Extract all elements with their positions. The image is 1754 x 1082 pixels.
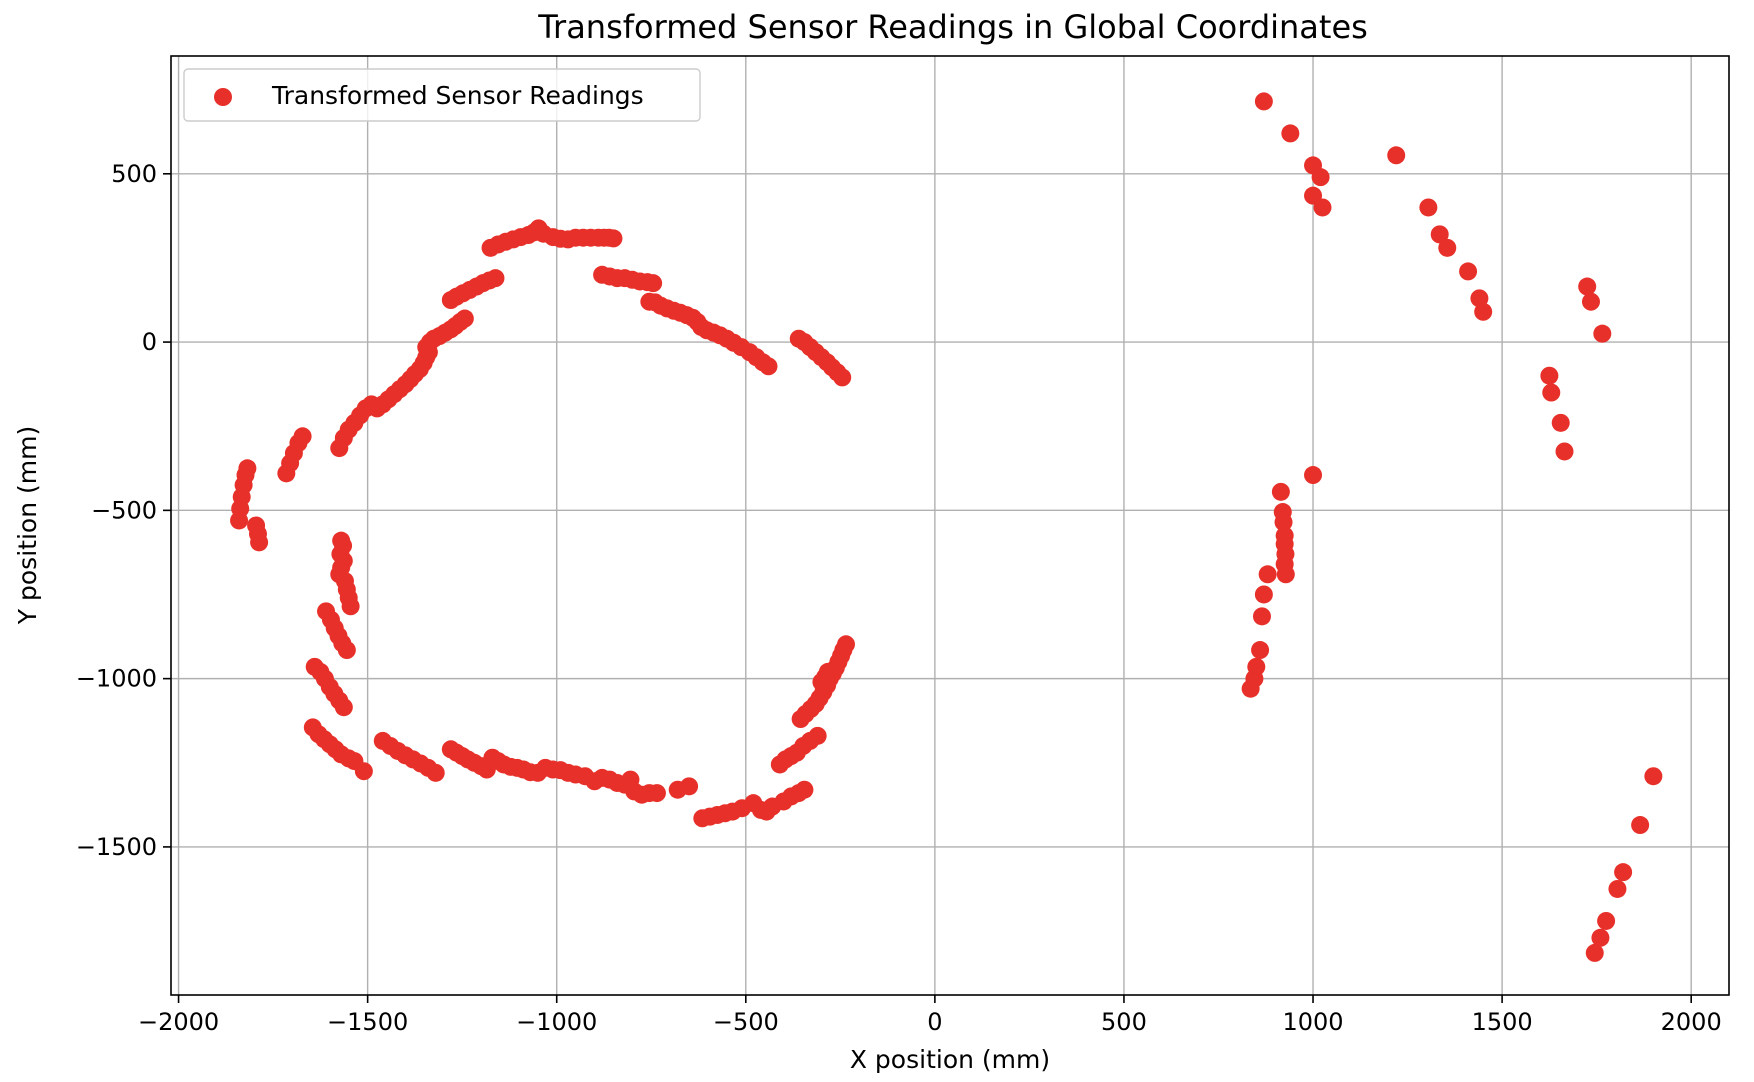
x-tick-label: −1000 — [516, 1008, 597, 1036]
data-point — [818, 662, 837, 681]
x-tick-label: 1000 — [1282, 1008, 1343, 1036]
legend-marker — [214, 88, 232, 106]
data-point — [250, 533, 269, 552]
data-point — [1313, 198, 1332, 217]
data-point — [1581, 292, 1600, 311]
data-point — [1578, 277, 1597, 296]
x-tick-label: 1500 — [1472, 1008, 1533, 1036]
data-point — [1258, 565, 1277, 584]
y-tick-label: −500 — [91, 496, 157, 524]
data-point — [337, 641, 356, 660]
data-point — [1241, 679, 1260, 698]
x-tick-label: −1500 — [327, 1008, 408, 1036]
plot-frame — [170, 55, 1730, 996]
data-point — [1252, 607, 1271, 626]
data-point — [1251, 641, 1270, 660]
data-point — [1555, 442, 1574, 461]
data-point — [455, 309, 474, 328]
x-gridlines — [177, 56, 1692, 995]
x-tick-label: −500 — [713, 1008, 779, 1036]
data-point — [795, 780, 814, 799]
data-point — [1585, 943, 1604, 962]
data-point — [334, 698, 353, 717]
y-tick-label: 500 — [111, 160, 157, 188]
data-point — [647, 784, 666, 803]
data-point — [1540, 366, 1559, 385]
x-tick-label: 0 — [927, 1008, 942, 1036]
x-tick-label: 500 — [1101, 1008, 1147, 1036]
y-tick-label: −1000 — [76, 665, 157, 693]
data-point — [293, 427, 312, 446]
data-point — [1276, 565, 1295, 584]
data-point — [1644, 767, 1663, 786]
data-point — [1311, 168, 1330, 187]
x-axis: −2000 −1500 −1000 −500 0 500 1000 1500 2000 — [138, 995, 1722, 1036]
data-point — [486, 269, 505, 288]
data-point — [1593, 324, 1612, 343]
data-point — [1271, 482, 1290, 501]
y-axis-label: Y position (mm) — [13, 426, 42, 625]
data-point — [1591, 928, 1610, 947]
data-point — [1304, 466, 1323, 485]
data-point — [604, 229, 623, 248]
data-point — [759, 357, 778, 376]
data-point — [1419, 198, 1438, 217]
data-point — [341, 597, 360, 616]
data-point — [1430, 225, 1449, 244]
data-point — [1551, 413, 1570, 432]
data-point — [426, 763, 445, 782]
data-point — [1274, 513, 1293, 532]
data-point — [1281, 124, 1300, 143]
data-point — [808, 726, 827, 745]
data-point — [1254, 585, 1273, 604]
data-point — [837, 635, 856, 654]
data-point — [1631, 816, 1650, 835]
data-point — [238, 459, 257, 478]
data-point — [1459, 262, 1478, 281]
data-point — [1614, 863, 1633, 882]
x-tick-label: 2000 — [1661, 1008, 1722, 1036]
data-point — [680, 777, 699, 796]
x-tick-label: −2000 — [138, 1008, 219, 1036]
y-tick-label: −1500 — [76, 833, 157, 861]
legend: Transformed Sensor Readings — [183, 68, 701, 122]
data-point — [354, 762, 373, 781]
legend-label: Transformed Sensor Readings — [271, 81, 644, 110]
y-axis: 500 0 −500 −1000 −1500 — [76, 160, 171, 861]
plot-background — [171, 56, 1729, 995]
data-point — [1597, 911, 1616, 930]
legend-box — [183, 68, 701, 122]
plot-area — [170, 55, 1730, 996]
chart-title: Transformed Sensor Readings in Global Co… — [537, 8, 1368, 46]
data-point — [644, 274, 663, 293]
x-axis-label: X position (mm) — [850, 1045, 1050, 1074]
data-point — [833, 368, 852, 387]
data-point — [1474, 302, 1493, 321]
data-point — [1387, 146, 1406, 165]
data-point — [1254, 92, 1273, 111]
data-point — [1542, 383, 1561, 402]
y-tick-label: 0 — [142, 328, 157, 356]
data-point — [1608, 879, 1627, 898]
data-points — [230, 92, 1663, 962]
data-point — [1438, 238, 1457, 257]
